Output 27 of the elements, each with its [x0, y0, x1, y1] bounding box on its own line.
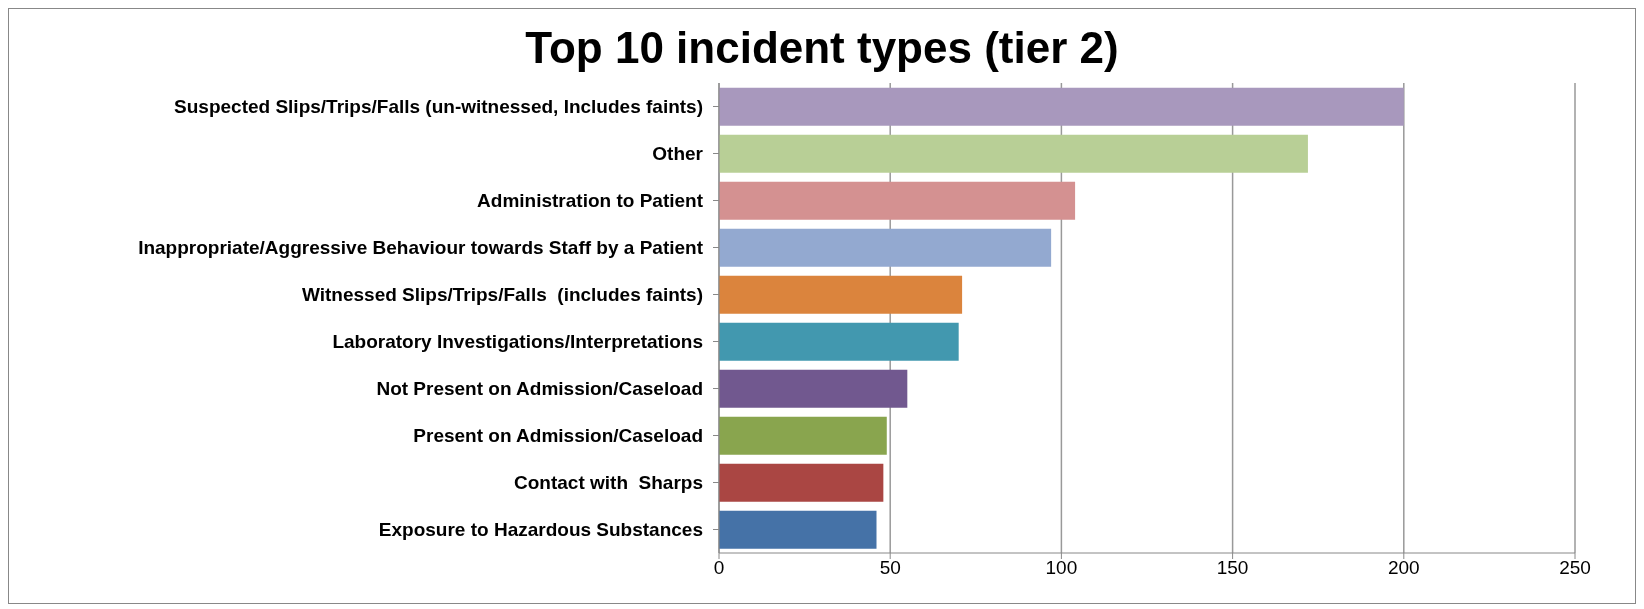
bar: [719, 87, 1404, 126]
y-tick-label: Inappropriate/Aggressive Behaviour towards Staff by a Patient: [138, 236, 704, 258]
bar: [719, 275, 963, 314]
chart-title: Top 10 incident types (tier 2): [524, 22, 1120, 73]
y-tick-label: Not Present on Admission/Caseload: [376, 377, 703, 399]
bar: [719, 510, 877, 549]
x-tick-label: 200: [1387, 557, 1420, 579]
bar: [719, 322, 959, 361]
y-tick-label: Witnessed Slips/Trips/Falls (includes faints): [301, 283, 703, 305]
bar: [719, 416, 887, 455]
bar: [719, 134, 1308, 173]
y-tick-label: Present on Admission/Caseload: [413, 424, 703, 446]
x-tick-label: 100: [1045, 557, 1078, 579]
bar: [719, 181, 1076, 220]
x-tick-label: 50: [879, 557, 901, 579]
x-tick-label: 0: [713, 557, 725, 579]
bar: [719, 463, 884, 502]
bar: [719, 369, 908, 408]
y-tick-label: Other: [652, 142, 704, 164]
y-tick-label: Administration to Patient: [477, 189, 704, 211]
bar: [719, 228, 1052, 267]
y-tick-label: Exposure to Hazardous Substances: [378, 518, 703, 540]
y-tick-label: Suspected Slips/Trips/Falls (un-witnessed, Includes faints): [174, 95, 703, 117]
x-tick-label: 150: [1216, 557, 1249, 579]
y-tick-label: Laboratory Investigations/Interpretations: [332, 330, 703, 352]
x-tick-label: 250: [1559, 557, 1591, 579]
y-tick-label: Contact with Sharps: [514, 471, 703, 493]
